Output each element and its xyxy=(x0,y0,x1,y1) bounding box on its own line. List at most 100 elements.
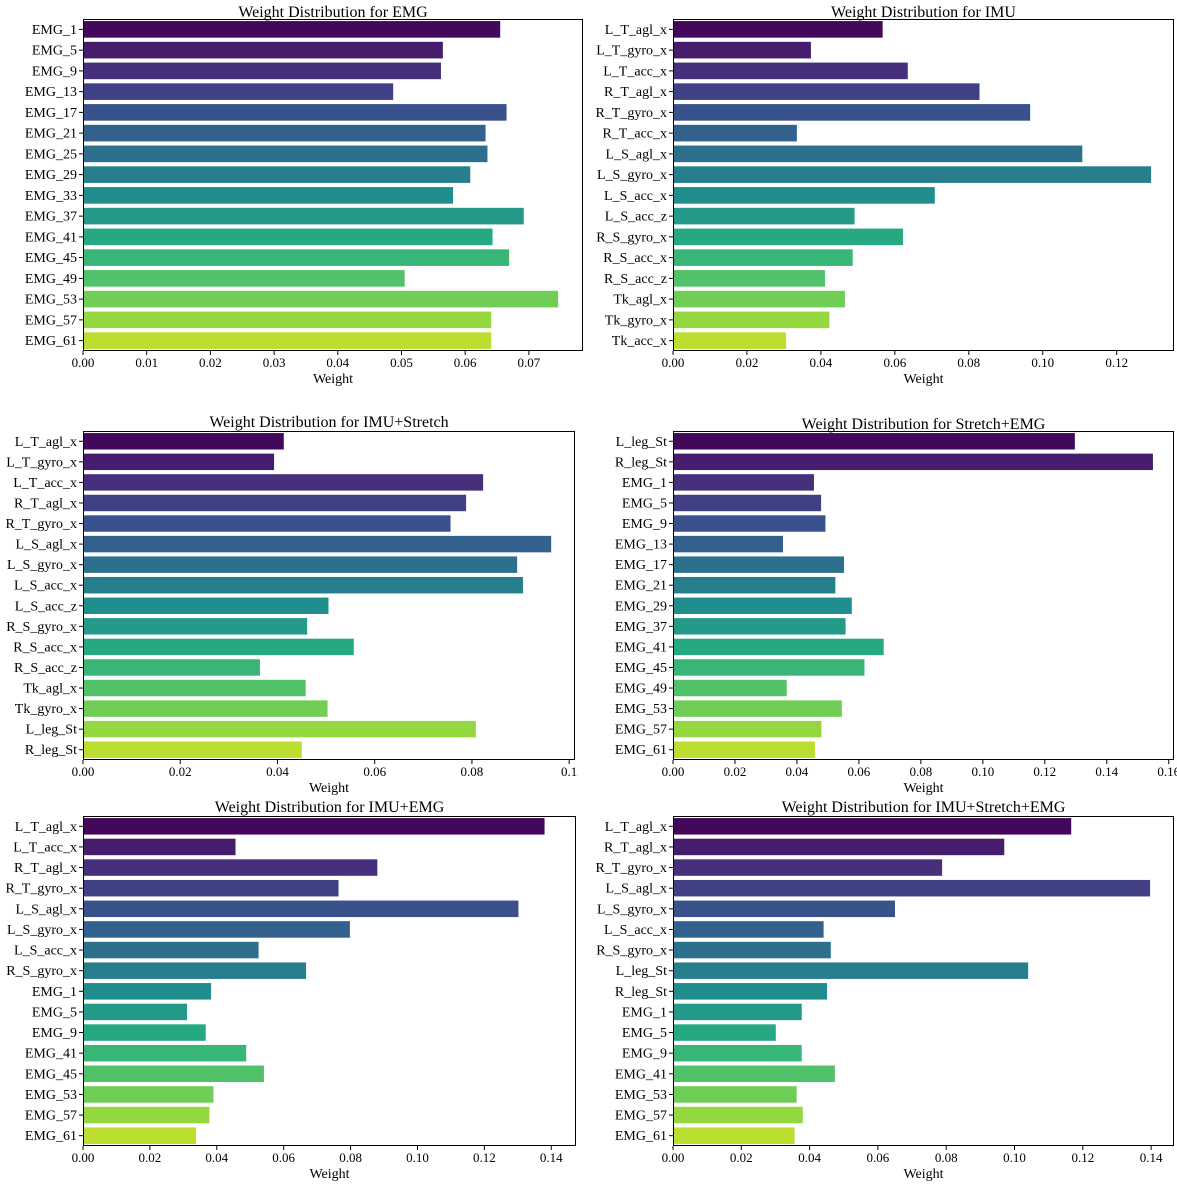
x-tick-label: 0.10 xyxy=(406,1150,429,1165)
x-tick-label: 0.16 xyxy=(1157,764,1177,779)
y-tick-label: L_S_gyro_x xyxy=(7,558,77,573)
x-axis-label: Weight xyxy=(903,781,943,796)
y-tick-label: L_S_gyro_x xyxy=(597,168,667,183)
y-tick-label: EMG_1 xyxy=(32,23,77,38)
x-axis-label: Weight xyxy=(309,781,349,796)
x-tick-label: 0.10 xyxy=(1031,355,1054,370)
y-tick-label: EMG_45 xyxy=(25,251,77,266)
bar-EMG_45 xyxy=(673,659,865,676)
x-tick-label: 0.08 xyxy=(339,1150,362,1165)
y-tick-label: EMG_5 xyxy=(32,1005,77,1020)
y-tick-label: EMG_61 xyxy=(615,1129,667,1144)
bar-EMG_21 xyxy=(83,124,486,142)
y-tick-label: EMG_57 xyxy=(25,313,77,328)
y-tick-label: EMG_57 xyxy=(615,723,667,738)
y-tick-label: R_leg_St xyxy=(615,985,667,1000)
y-tick-label: EMG_1 xyxy=(622,476,667,491)
y-tick-label: EMG_41 xyxy=(25,230,77,245)
y-tick-label: Tk_gyro_x xyxy=(605,313,667,328)
axes-frame xyxy=(83,816,576,1146)
bar-L_S_gyro_x xyxy=(83,921,350,938)
x-tick-label: 0.02 xyxy=(736,355,759,370)
bar-L_T_agl_x xyxy=(673,818,1072,835)
y-tick-label: L_T_agl_x xyxy=(15,820,77,835)
bar-L_S_acc_x xyxy=(83,576,523,594)
bar-EMG_1 xyxy=(83,21,501,38)
bar-EMG_25 xyxy=(83,145,488,163)
x-tick-label: 0.12 xyxy=(1033,764,1056,779)
bar-EMG_1 xyxy=(83,983,212,1000)
y-tick-label: R_leg_St xyxy=(615,455,667,470)
y-tick-label: L_S_acc_x xyxy=(604,189,667,204)
y-tick-label: EMG_45 xyxy=(615,661,667,676)
y-tick-label: R_S_gyro_x xyxy=(6,620,77,635)
bar-R_T_agl_x xyxy=(83,494,467,512)
y-tick-label: R_S_acc_z xyxy=(604,272,667,287)
y-tick-label: EMG_9 xyxy=(32,1026,77,1041)
y-tick-label: EMG_49 xyxy=(615,682,667,697)
bar-EMG_37 xyxy=(673,618,846,635)
chart-title: Weight Distribution for EMG xyxy=(238,4,428,21)
x-tick-label: 0.06 xyxy=(363,764,386,779)
bar-EMG_5 xyxy=(83,1003,188,1021)
axes-frame xyxy=(673,816,1174,1146)
bar-R_S_acc_x xyxy=(673,249,853,266)
y-tick-label: L_T_gyro_x xyxy=(596,44,667,59)
y-tick-label: L_S_agl_x xyxy=(16,538,77,553)
y-tick-label: EMG_9 xyxy=(622,1047,667,1062)
bar-L_T_agl_x xyxy=(673,21,883,38)
x-tick-label: 0.00 xyxy=(72,355,95,370)
x-tick-label: 0.03 xyxy=(263,355,286,370)
y-tick-label: R_T_gyro_x xyxy=(5,517,77,532)
x-tick-label: 0.04 xyxy=(798,1150,821,1165)
bar-R_leg_St xyxy=(83,741,302,758)
y-tick-label: EMG_25 xyxy=(25,147,77,162)
y-tick-label: L_S_gyro_x xyxy=(597,902,667,917)
bar-EMG_9 xyxy=(673,1044,802,1062)
bar-L_S_agl_x xyxy=(673,145,1083,163)
chart-panel-2: L_T_agl_x L_T_gyro_x L_T_acc_x R_T_agl_x R_T… xyxy=(595,4,1174,387)
y-tick-label: EMG_1 xyxy=(622,1005,667,1020)
y-tick-label: EMG_29 xyxy=(615,599,667,614)
bar-L_S_acc_z xyxy=(673,207,855,225)
y-tick-label: EMG_45 xyxy=(25,1067,77,1082)
axes-frame xyxy=(673,19,1174,351)
axes-frame xyxy=(673,431,1174,760)
x-tick-label: 0.08 xyxy=(909,764,932,779)
bar-EMG_45 xyxy=(83,1065,264,1083)
y-tick-label: R_T_agl_x xyxy=(604,85,667,100)
bar-R_S_gyro_x xyxy=(83,618,308,635)
y-tick-label: L_S_acc_x xyxy=(604,923,667,938)
y-tick-label: L_leg_St xyxy=(616,964,667,979)
x-axis-label: Weight xyxy=(903,372,943,387)
y-tick-label: L_leg_St xyxy=(616,435,667,450)
y-tick-label: EMG_57 xyxy=(25,1109,77,1124)
chart-panel-5: L_T_agl_x L_T_acc_x R_T_agl_x R_T_gyro_x L_S… xyxy=(5,799,576,1182)
bar-EMG_61 xyxy=(83,1127,197,1144)
x-tick-label: 0.04 xyxy=(810,355,833,370)
y-tick-label: R_T_gyro_x xyxy=(5,882,77,897)
y-tick-label: EMG_5 xyxy=(622,496,667,511)
y-tick-label: EMG_9 xyxy=(32,64,77,79)
y-tick-label: R_S_gyro_x xyxy=(6,964,77,979)
bar-EMG_5 xyxy=(673,494,822,512)
x-tick-label: 0.06 xyxy=(848,764,871,779)
y-tick-label: EMG_21 xyxy=(615,579,667,594)
bar-R_S_acc_z xyxy=(83,659,260,676)
bar-L_leg_St xyxy=(83,720,476,738)
y-tick-label: L_T_acc_x xyxy=(13,476,77,491)
bar-EMG_45 xyxy=(83,249,510,266)
chart-title: Weight Distribution for IMU+EMG xyxy=(215,799,445,816)
bar-EMG_61 xyxy=(673,741,815,758)
x-tick-label: 0.04 xyxy=(786,764,809,779)
x-tick-label: 0.14 xyxy=(540,1150,563,1165)
bar-R_T_agl_x xyxy=(673,83,980,100)
bar-L_S_agl_x xyxy=(83,900,519,918)
y-tick-label: EMG_21 xyxy=(25,127,77,142)
chart-title: Weight Distribution for Stretch+EMG xyxy=(802,416,1046,433)
chart-panel-6: L_T_agl_x R_T_agl_x R_T_gyro_x L_S_agl_x L_S… xyxy=(595,799,1174,1182)
bar-EMG_17 xyxy=(83,104,507,121)
chart-title: Weight Distribution for IMU+Stretch+EMG xyxy=(782,799,1066,816)
y-tick-label: L_leg_St xyxy=(26,723,77,738)
y-tick-label: EMG_5 xyxy=(622,1026,667,1041)
